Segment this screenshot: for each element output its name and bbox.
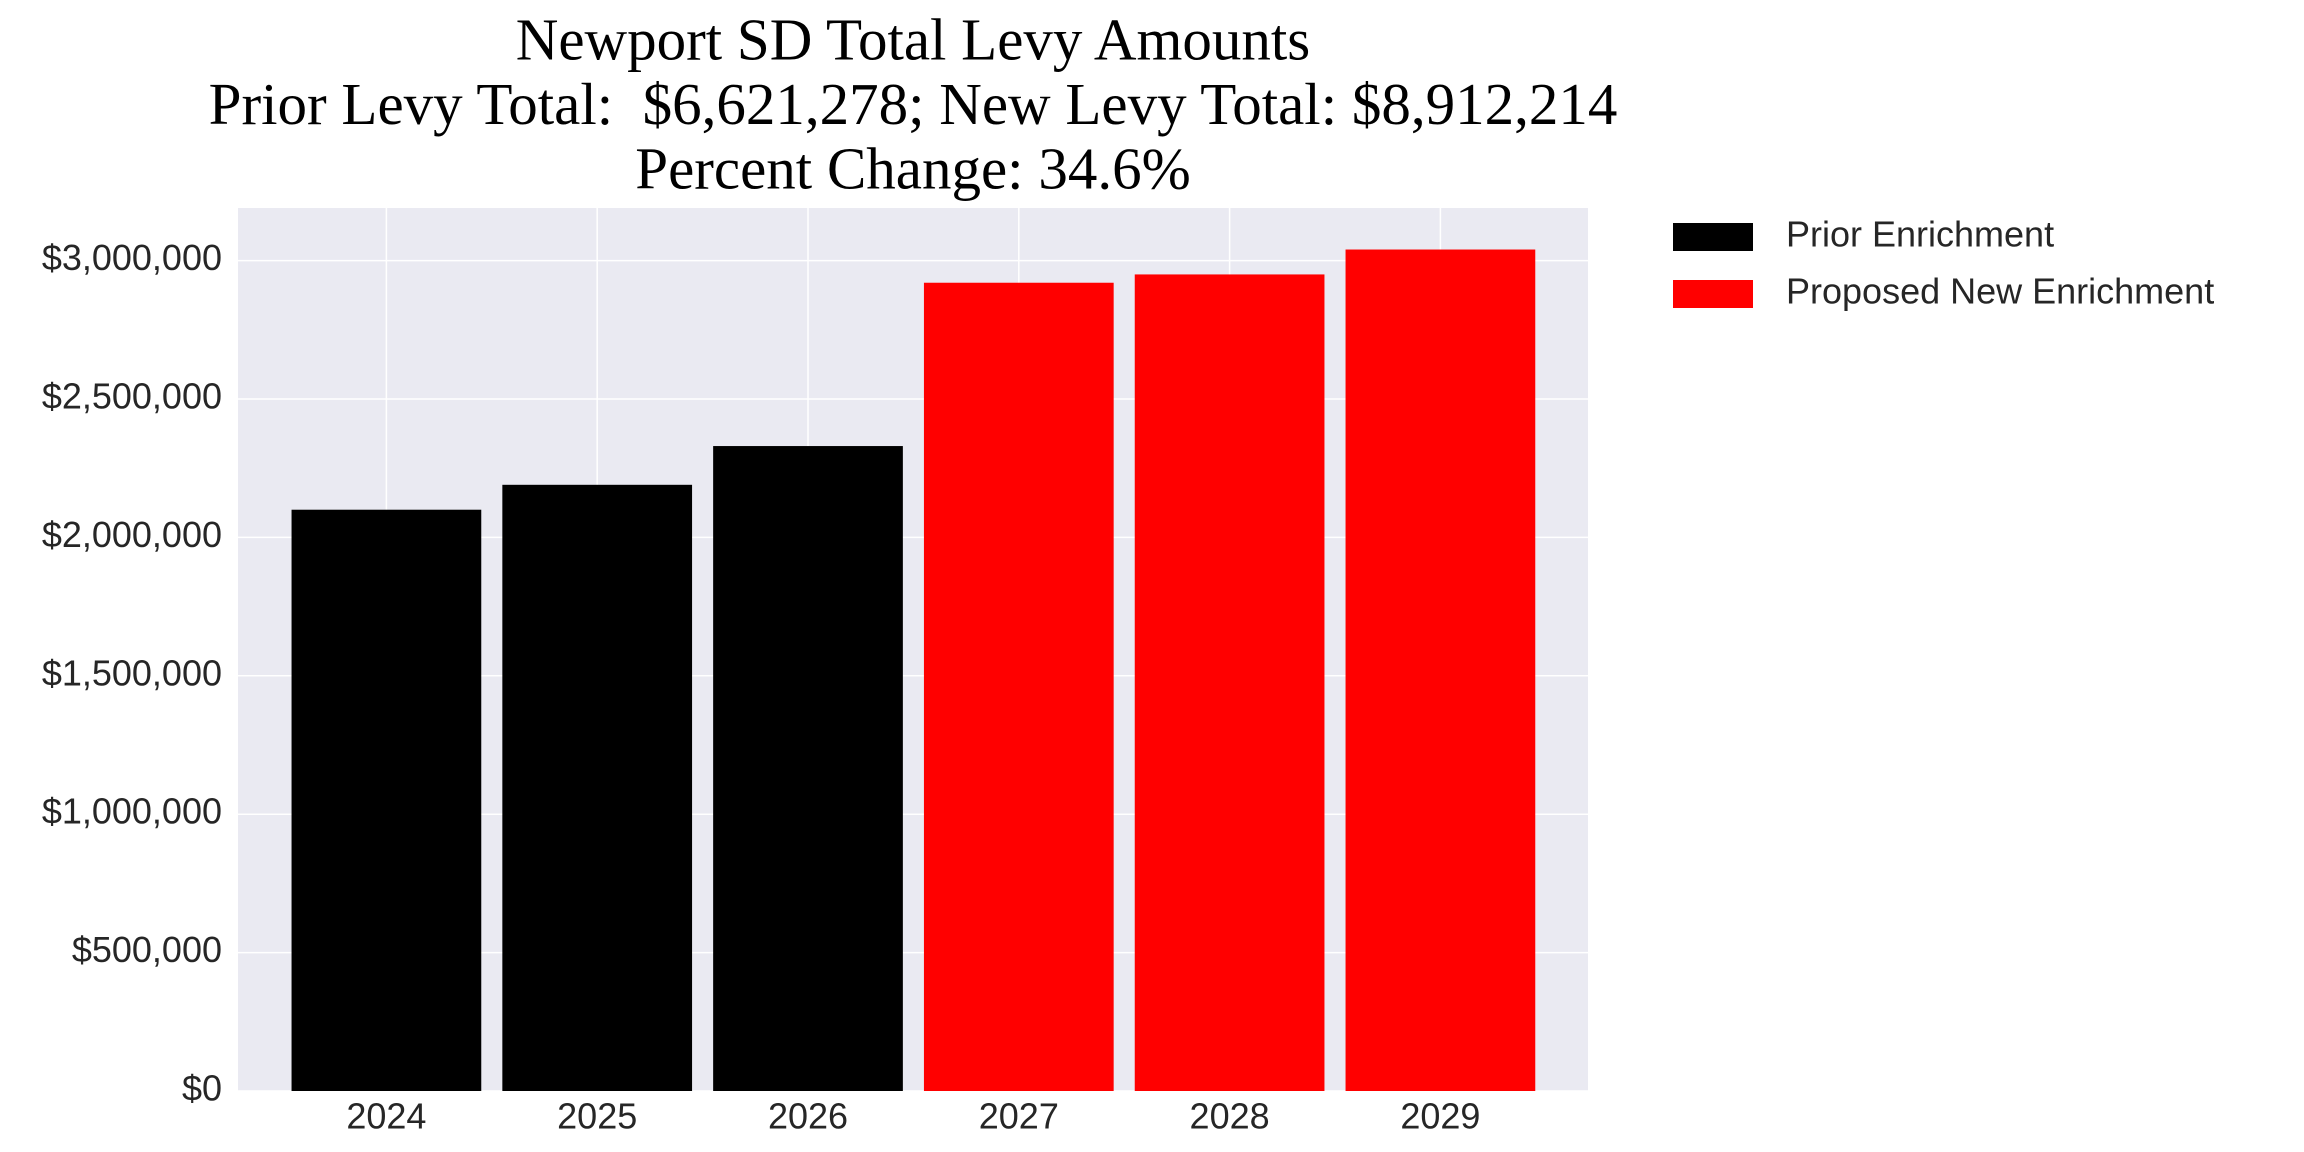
y-tick-label: $500,000 (72, 929, 222, 970)
x-tick-label: 2024 (346, 1096, 426, 1137)
y-tick-label: $1,500,000 (42, 652, 222, 693)
bar (1345, 249, 1536, 1091)
y-tick-label: $1,000,000 (42, 791, 222, 832)
y-tick-label: $3,000,000 (42, 237, 222, 278)
y-tick-label: $2,000,000 (42, 514, 222, 555)
bar (1134, 274, 1325, 1091)
x-tick-label: 2029 (1400, 1096, 1480, 1137)
x-tick-label: 2027 (979, 1096, 1059, 1137)
y-tick-label: $2,500,000 (42, 376, 222, 417)
legend-label: Proposed New Enrichment (1786, 271, 2214, 312)
x-tick-label: 2026 (768, 1096, 848, 1137)
chart-title: Percent Change: 34.6% (635, 136, 1190, 202)
bar (502, 484, 693, 1092)
legend-label: Prior Enrichment (1786, 214, 2054, 255)
chart-title: Newport SD Total Levy Amounts (516, 7, 1311, 73)
legend-swatch (1673, 280, 1753, 308)
x-tick-label: 2025 (557, 1096, 637, 1137)
legend-swatch (1673, 223, 1753, 251)
bar (713, 446, 903, 1091)
bar (291, 509, 482, 1091)
chart-title: Prior Levy Total: $6,621,278; New Levy T… (209, 71, 1618, 137)
x-tick-label: 2028 (1190, 1096, 1270, 1137)
y-tick-label: $0 (182, 1068, 222, 1109)
bar (923, 282, 1114, 1091)
